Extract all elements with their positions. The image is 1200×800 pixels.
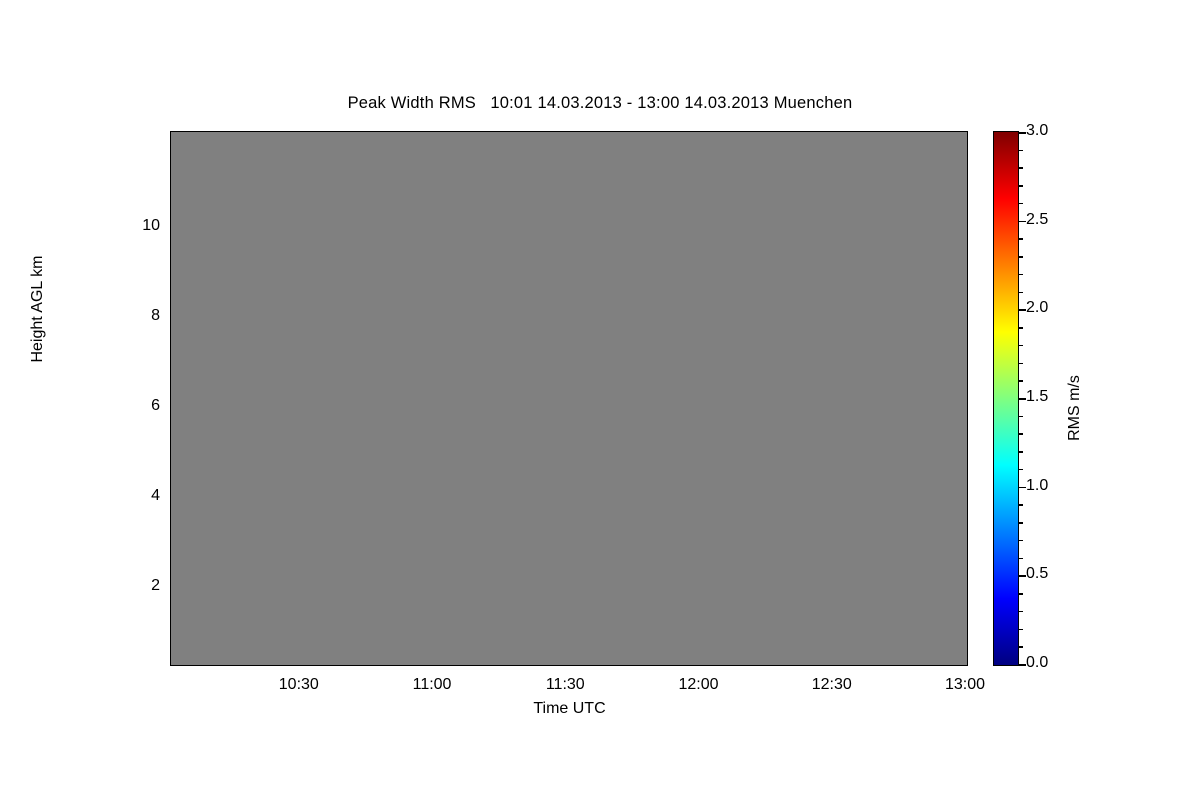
colorbar-tick xyxy=(1019,256,1023,258)
colorbar-tick xyxy=(1019,185,1023,187)
colorbar-tick-label: 1.0 xyxy=(1026,476,1049,494)
colorbar-gradient xyxy=(994,132,1018,665)
colorbar-tick-label: 3.0 xyxy=(1026,122,1049,139)
x-axis-label: Time UTC xyxy=(533,700,606,717)
colorbar[interactable] xyxy=(993,131,1026,666)
x-tick-label: 11:30 xyxy=(545,676,585,693)
colorbar-tick xyxy=(1019,415,1023,418)
y-tick-label: 8 xyxy=(151,306,160,324)
y-tick-label: 10 xyxy=(142,216,160,234)
colorbar-tick xyxy=(1019,291,1023,294)
colorbar-tick xyxy=(1019,362,1023,365)
x-axis-tick-labels: 10:30 11:00 11:30 12:00 12:30 13:00 xyxy=(0,676,1200,700)
colorbar-tick xyxy=(1019,327,1023,329)
y-axis-tick-labels: 2 4 6 8 10 xyxy=(108,0,160,800)
y-tick-label: 4 xyxy=(151,487,160,505)
colorbar-tick-label: 2.0 xyxy=(1026,299,1049,317)
colorbar-tick xyxy=(1019,504,1023,506)
colorbar-tick xyxy=(1019,628,1023,631)
colorbar-tick xyxy=(1019,344,1023,347)
colorbar-tick-label: 1.5 xyxy=(1026,388,1049,405)
x-tick-label: 12:00 xyxy=(678,676,719,693)
x-tick-label: 10:30 xyxy=(278,676,319,693)
colorbar-tick xyxy=(1019,486,1026,489)
colorbar-tick xyxy=(1019,380,1023,382)
y-tick-label: 6 xyxy=(151,397,160,415)
x-tick-label: 11:00 xyxy=(412,676,452,693)
colorbar-tick xyxy=(1019,398,1026,400)
colorbar-tick xyxy=(1019,132,1026,134)
colorbar-tick xyxy=(1019,646,1023,648)
colorbar-tick xyxy=(1019,522,1023,524)
x-tick-label: 12:30 xyxy=(811,676,852,693)
colorbar-tick xyxy=(1019,309,1026,311)
x-tick-label: 13:00 xyxy=(944,676,986,693)
y-tick-label: 2 xyxy=(151,577,160,595)
colorbar-tick xyxy=(1019,557,1023,560)
colorbar-tick xyxy=(1019,273,1023,276)
colorbar-tick-label: 0.0 xyxy=(1026,654,1049,671)
colorbar-tick xyxy=(1019,539,1023,542)
y-axis-label: Height AGL km xyxy=(29,255,46,363)
colorbar-tick-labels: 0.0 0.5 1.0 1.5 2.0 2.5 3.0 xyxy=(1026,0,1086,800)
colorbar-tick xyxy=(1019,593,1023,595)
colorbar-tick xyxy=(1019,451,1023,453)
colorbar-tick xyxy=(1019,664,1026,666)
page-title: Peak Width RMS 10:01 14.03.2013 - 13:00 … xyxy=(347,94,853,112)
colorbar-tick xyxy=(1019,575,1026,577)
colorbar-tick xyxy=(1019,202,1023,205)
colorbar-tick xyxy=(1019,468,1023,471)
colorbar-tick xyxy=(1019,433,1023,435)
colorbar-tick xyxy=(1019,220,1026,223)
colorbar-tick-label: 2.5 xyxy=(1026,210,1049,228)
colorbar-tick xyxy=(1019,610,1023,613)
heatmap-plot-area[interactable] xyxy=(170,131,968,666)
colorbar-label: RMS m/s xyxy=(1066,375,1083,441)
colorbar-tick xyxy=(1019,167,1023,169)
colorbar-tick xyxy=(1019,238,1023,240)
colorbar-tick-label: 0.5 xyxy=(1026,565,1049,583)
heatmap-data-layer xyxy=(171,132,966,664)
colorbar-tick xyxy=(1019,149,1023,152)
